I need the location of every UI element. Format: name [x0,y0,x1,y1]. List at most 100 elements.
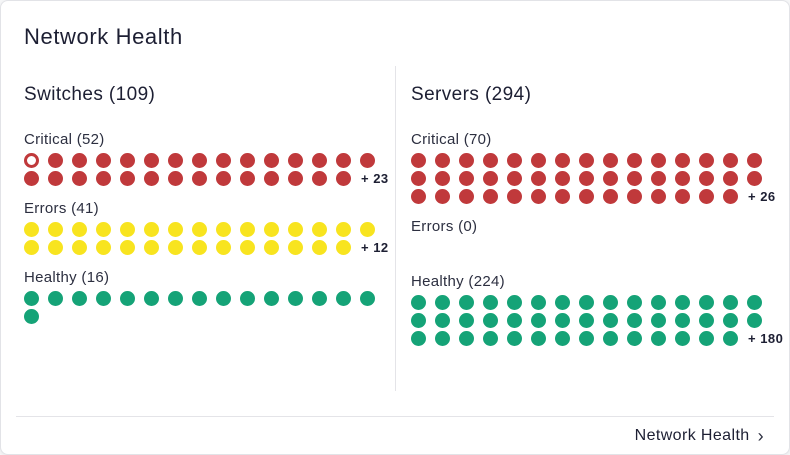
status-dot-healthy [360,291,375,306]
status-dot-healthy [651,295,666,310]
status-dot-healthy [675,295,690,310]
switches-heading: Switches (109) [24,84,156,105]
status-dot-critical [411,171,426,186]
status-dot-errors [240,240,255,255]
status-dot-healthy [72,291,87,306]
status-dot-errors [192,222,207,237]
servers-errors-group: Errors (0) [411,216,771,259]
status-dot-errors [72,240,87,255]
status-dot-healthy [24,291,39,306]
status-dot-healthy [24,309,39,324]
status-dot-healthy [216,291,231,306]
servers-critical-label: Critical (70) [411,131,492,148]
status-dot-healthy [507,313,522,328]
status-dot-critical [603,153,618,168]
network-health-link[interactable]: Network Health › [635,427,764,445]
overflow-count: + 23 [361,171,389,186]
status-dot-critical [24,171,39,186]
status-dot-healthy [435,313,450,328]
status-dot-errors [264,240,279,255]
switches-critical-group: Critical (52) + 23 [24,129,388,186]
status-dot-healthy [459,295,474,310]
servers-column: Servers (294) Critical (70) + 26 Errors … [395,66,789,391]
status-dot-critical [723,171,738,186]
status-dot-errors [144,240,159,255]
status-dot-healthy [555,331,570,346]
footer-link-label: Network Health [634,427,750,444]
status-dot-critical [435,189,450,204]
status-dot-errors [288,222,303,237]
status-dot-critical [411,153,426,168]
status-dot-critical [579,153,594,168]
status-dot-critical [507,153,522,168]
status-dot-healthy [483,313,498,328]
status-dot-critical [627,171,642,186]
status-dot-critical [579,189,594,204]
status-dot-critical [675,153,690,168]
status-dot-critical [96,153,111,168]
status-dot-errors [72,222,87,237]
status-dot-critical [264,171,279,186]
status-dot-critical [168,153,183,168]
status-dot-critical [627,189,642,204]
status-dot-critical [555,153,570,168]
status-dot-healthy [459,313,474,328]
status-dot-healthy [483,331,498,346]
status-dot-healthy [651,313,666,328]
status-dot-healthy [723,313,738,328]
status-dot-healthy [627,295,642,310]
status-dot-errors [288,240,303,255]
status-dot-errors [120,222,135,237]
status-dot-errors [24,222,39,237]
status-dot-healthy [747,295,762,310]
status-dot-healthy [507,295,522,310]
switches-healthy-group: Healthy (16) [24,267,377,324]
status-dot-healthy [723,295,738,310]
servers-critical-dots-grid: + 26 [411,153,775,204]
status-dot-healthy [336,291,351,306]
card-title: Network Health [24,24,183,49]
switches-healthy-dots-grid [24,291,377,324]
status-dot-critical [507,171,522,186]
status-dot-critical [579,171,594,186]
status-dot-healthy [264,291,279,306]
status-dot-critical [168,171,183,186]
status-dot-critical [360,153,375,168]
servers-errors-dots-grid [411,240,771,259]
status-dot-errors [96,240,111,255]
status-dot-healthy [411,313,426,328]
status-dot-healthy [531,295,546,310]
status-dot-healthy [627,313,642,328]
status-dot-errors [336,222,351,237]
status-dot-errors [312,240,327,255]
servers-critical-group: Critical (70) + 26 [411,129,775,204]
status-dot-critical [699,171,714,186]
status-dot-critical [120,153,135,168]
status-dot-critical [483,171,498,186]
status-dot-critical [48,171,63,186]
status-dot-critical [192,153,207,168]
status-dot-healthy [120,291,135,306]
status-dot-critical [240,153,255,168]
status-dot-errors [48,240,63,255]
status-dot-healthy [531,313,546,328]
status-dot-healthy [579,313,594,328]
status-dot-healthy [699,313,714,328]
status-dot-critical [411,189,426,204]
servers-healthy-label: Healthy (224) [411,273,505,290]
status-dot-errors [144,222,159,237]
chevron-right-icon: › [757,426,764,446]
servers-healthy-dots-grid: + 180 [411,295,783,346]
status-dot-errors [216,240,231,255]
status-dot-critical [435,171,450,186]
status-dot-critical [288,153,303,168]
status-dot-critical [144,153,159,168]
switches-errors-group: Errors (41) + 12 [24,198,388,255]
status-dot-healthy [435,331,450,346]
status-dot-critical [699,189,714,204]
status-dot-critical [48,153,63,168]
switches-errors-dots-grid: + 12 [24,222,388,255]
status-dot-critical [675,189,690,204]
status-dot-critical [531,189,546,204]
